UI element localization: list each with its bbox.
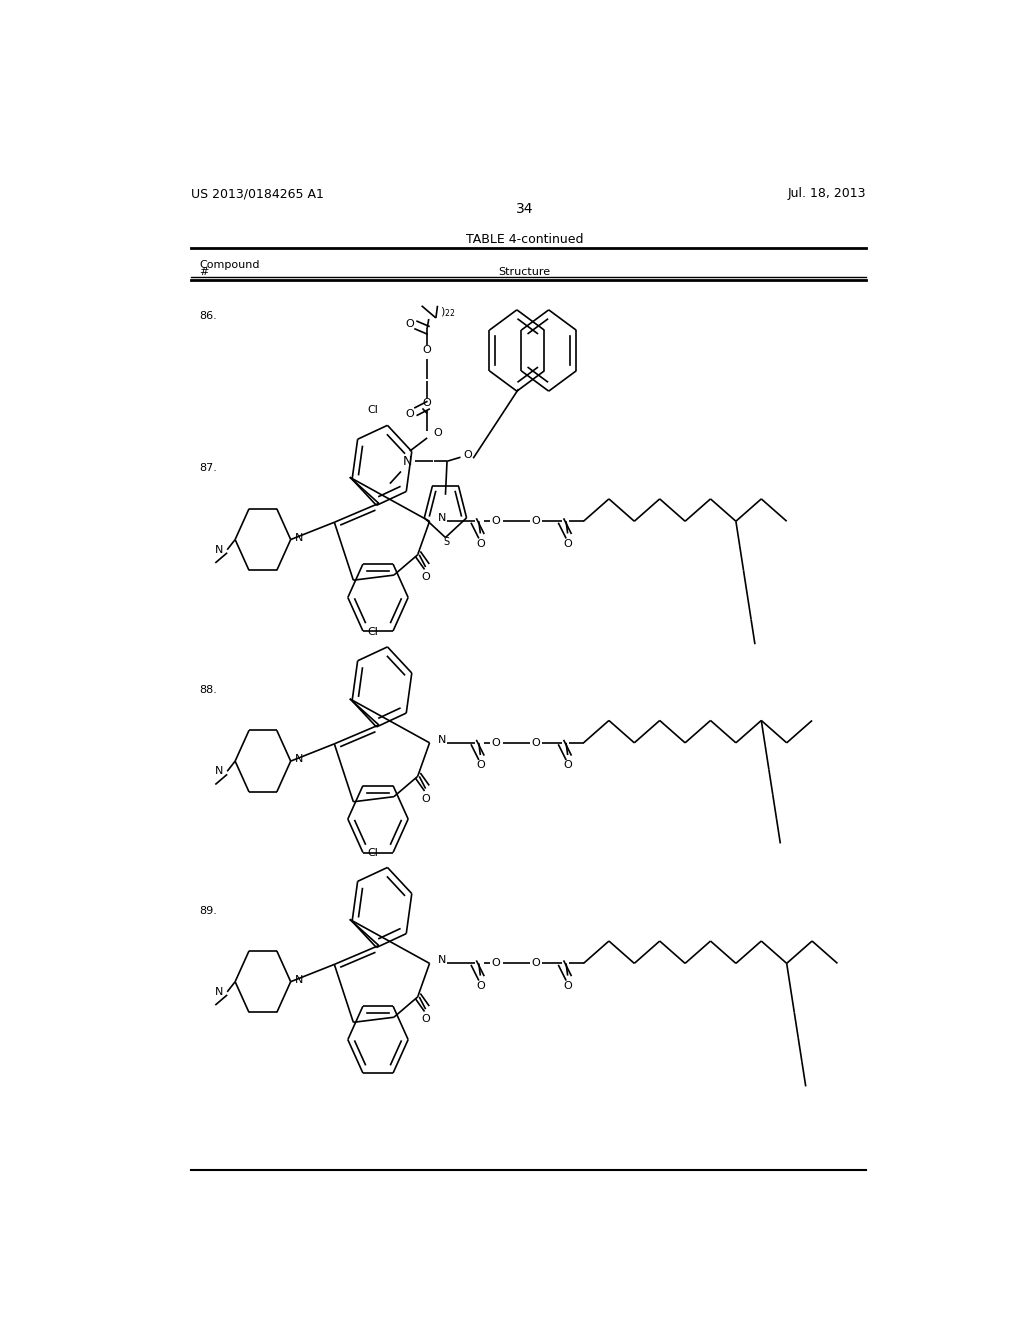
Text: O: O bbox=[421, 1014, 430, 1024]
Text: N: N bbox=[295, 974, 303, 985]
Text: O: O bbox=[476, 539, 484, 549]
Text: Compound: Compound bbox=[200, 260, 260, 271]
Text: S: S bbox=[443, 537, 450, 546]
Text: 34: 34 bbox=[516, 202, 534, 216]
Text: O: O bbox=[476, 981, 484, 991]
Text: N: N bbox=[215, 767, 223, 776]
Text: O: O bbox=[433, 428, 442, 438]
Text: N: N bbox=[437, 513, 445, 523]
Text: N: N bbox=[295, 754, 303, 764]
Text: #: # bbox=[200, 267, 209, 277]
Text: O: O bbox=[421, 572, 430, 582]
Text: 87.: 87. bbox=[200, 463, 217, 474]
Text: $)_{22}$: $)_{22}$ bbox=[440, 305, 456, 318]
Text: O: O bbox=[423, 346, 431, 355]
Text: TABLE 4-continued: TABLE 4-continued bbox=[466, 234, 584, 247]
Text: O: O bbox=[531, 738, 541, 748]
Text: O: O bbox=[423, 399, 431, 408]
Text: O: O bbox=[531, 516, 541, 527]
Text: Cl: Cl bbox=[367, 405, 378, 416]
Text: O: O bbox=[421, 793, 430, 804]
Text: N: N bbox=[402, 455, 412, 467]
Text: O: O bbox=[492, 958, 501, 969]
Text: O: O bbox=[492, 738, 501, 748]
Text: US 2013/0184265 A1: US 2013/0184265 A1 bbox=[191, 187, 325, 201]
Text: O: O bbox=[563, 539, 572, 549]
Text: N: N bbox=[215, 987, 223, 997]
Text: O: O bbox=[463, 450, 472, 461]
Text: 88.: 88. bbox=[200, 685, 217, 694]
Text: O: O bbox=[406, 319, 414, 329]
Text: O: O bbox=[406, 408, 414, 418]
Text: Structure: Structure bbox=[499, 267, 551, 277]
Text: N: N bbox=[295, 532, 303, 543]
Text: O: O bbox=[492, 516, 501, 527]
Text: N: N bbox=[215, 545, 223, 554]
Text: O: O bbox=[476, 760, 484, 770]
Text: N: N bbox=[437, 735, 445, 744]
Text: 86.: 86. bbox=[200, 312, 217, 321]
Text: 89.: 89. bbox=[200, 906, 217, 916]
Text: Jul. 18, 2013: Jul. 18, 2013 bbox=[787, 187, 866, 201]
Text: O: O bbox=[563, 760, 572, 770]
Text: Cl: Cl bbox=[367, 627, 378, 638]
Text: O: O bbox=[531, 958, 541, 969]
Text: N: N bbox=[437, 956, 445, 965]
Text: O: O bbox=[563, 981, 572, 991]
Text: Cl: Cl bbox=[367, 847, 378, 858]
